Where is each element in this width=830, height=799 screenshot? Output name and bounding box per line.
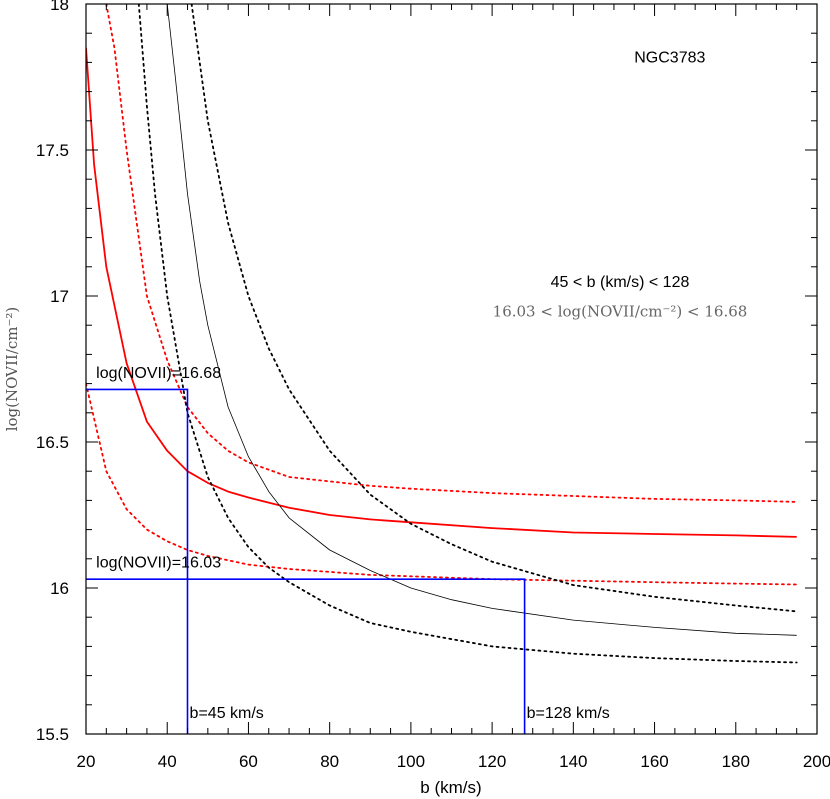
series-line-1 (86, 47, 797, 538)
reference-line-2 (86, 578, 526, 734)
reference-line-1 (86, 388, 189, 734)
x-axis-title: b (km/s) (420, 778, 481, 797)
x-tick-label: 100 (397, 752, 425, 771)
b45-label: b=45 km/s (190, 705, 264, 722)
column-range-annotation: 16.03 < log(NOVII/cm⁻²) < 16.68 (493, 302, 748, 320)
y-tick-label: 17.5 (36, 141, 69, 160)
y-axis-title: log(NOVII/cm⁻²) (3, 307, 21, 432)
y-tick-label: 15.5 (36, 725, 69, 744)
series-line-4 (166, 4, 797, 636)
x-tick-label: 200 (803, 752, 830, 771)
b-range-annotation: 45 < b (km/s) < 128 (551, 274, 690, 291)
x-tick-label: 180 (722, 752, 750, 771)
x-tick-label: 160 (640, 752, 668, 771)
y-tick-label: 16.5 (36, 433, 69, 452)
b128-label: b=128 km/s (527, 705, 610, 722)
y-tick-label: 17 (50, 287, 69, 306)
x-tick-label: 40 (158, 752, 177, 771)
lower-column-label: log(NOVII)=16.03 (96, 555, 221, 572)
x-tick-label: 120 (478, 752, 506, 771)
x-tick-label: 60 (239, 752, 258, 771)
upper-column-label: log(NOVII)=16.68 (96, 365, 221, 382)
y-tick-label: 18 (50, 0, 69, 14)
axis-ticks (85, 3, 818, 735)
series-line-2 (105, 4, 798, 503)
series-layer (86, 4, 798, 664)
y-tick-label: 16 (50, 579, 69, 598)
reference-lines (86, 388, 526, 734)
x-tick-label: 20 (77, 752, 96, 771)
x-tick-label: 140 (559, 752, 587, 771)
x-tick-label: 80 (320, 752, 339, 771)
series-line-5 (137, 4, 798, 664)
tick-labels: 20 40 60 80 100 120 140 160 180 200 15.5 16 16.5 17 17… (36, 0, 830, 771)
annotations: NGC3783 45 < b (km/s) < 128 16.03 < log(NO… (96, 49, 747, 722)
chart-title-annotation: NGC3783 (634, 49, 705, 66)
series-line-6 (190, 4, 798, 613)
